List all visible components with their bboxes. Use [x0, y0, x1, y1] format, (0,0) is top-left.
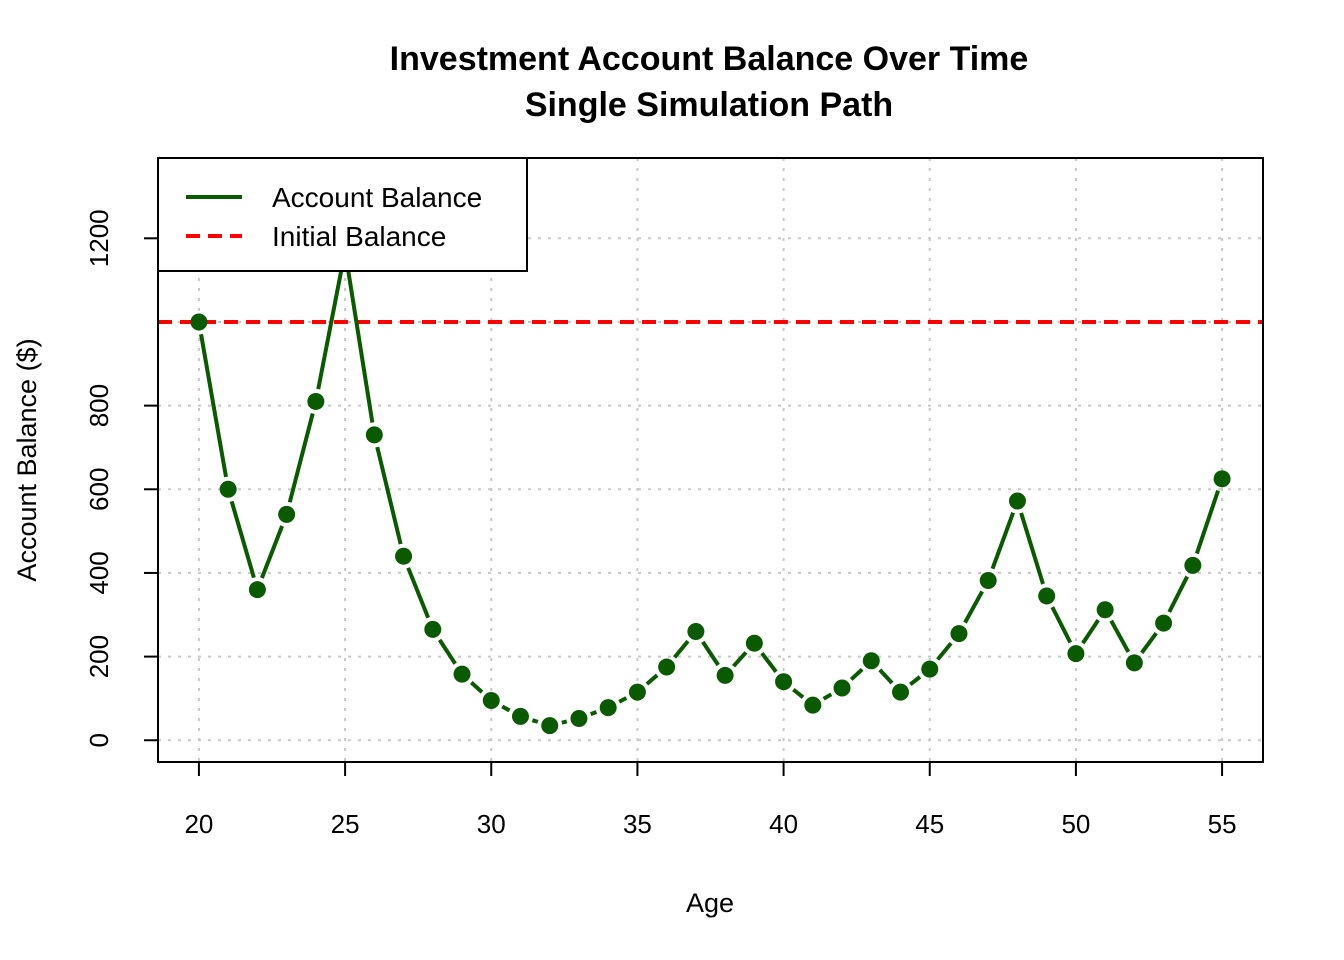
series-segment: [822, 692, 833, 701]
chart-subtitle: Single Simulation Path: [525, 86, 893, 124]
y-axis: 0 200 400 600 800 1200: [84, 209, 159, 747]
series-segment: [1167, 575, 1189, 613]
data-point: [628, 683, 646, 701]
data-point: [833, 679, 851, 697]
series-segment: [1140, 632, 1158, 654]
series-segment: [936, 641, 953, 661]
series-segment: [849, 667, 864, 681]
data-point: [1008, 492, 1026, 510]
data-point: [979, 571, 997, 589]
data-point: [395, 547, 413, 565]
x-tick-label: 30: [477, 809, 506, 839]
y-tick-label: 0: [84, 733, 114, 747]
data-point: [1155, 614, 1173, 632]
data-point: [599, 699, 617, 717]
data-point: [307, 392, 325, 410]
x-tick-label: 20: [184, 809, 213, 839]
data-point: [921, 660, 939, 678]
x-tick-label: 35: [623, 809, 652, 839]
data-point: [892, 683, 910, 701]
series-segment: [561, 719, 568, 725]
data-point: [453, 665, 471, 683]
series-segment: [1194, 490, 1220, 555]
data-series: [190, 242, 1231, 735]
series-segment: [1019, 512, 1045, 585]
data-point: [248, 581, 266, 599]
series-segment: [1109, 619, 1131, 653]
data-point: [775, 673, 793, 691]
y-axis-label: Account Balance ($): [12, 338, 42, 581]
data-point: [190, 313, 208, 331]
series-segment: [792, 687, 805, 699]
series-segment: [760, 651, 778, 673]
series-segment: [469, 681, 484, 694]
series-segment: [406, 567, 431, 619]
x-tick-label: 45: [915, 809, 944, 839]
data-point: [1038, 587, 1056, 605]
series-segment: [531, 718, 539, 724]
data-point: [1096, 601, 1114, 619]
series-segment: [589, 710, 598, 717]
x-tick-label: 55: [1208, 809, 1237, 839]
y-tick-label: 800: [84, 384, 114, 427]
series-segment: [1081, 619, 1100, 645]
series-segment: [909, 675, 922, 686]
data-point: [1213, 470, 1231, 488]
y-tick-label: 400: [84, 551, 114, 594]
legend-label-initial-balance: Initial Balance: [272, 221, 446, 252]
series-segment: [199, 333, 228, 478]
series-segment: [963, 590, 984, 624]
series-segment: [701, 640, 720, 667]
series-segment: [878, 668, 894, 685]
data-point: [687, 622, 705, 640]
x-tick-label: 50: [1061, 809, 1090, 839]
data-point: [745, 634, 763, 652]
series-segment: [375, 446, 403, 545]
x-axis-label: Age: [686, 888, 734, 918]
series-segment: [732, 651, 748, 668]
series-segment: [287, 413, 315, 503]
series-segment: [618, 696, 628, 704]
data-point: [511, 707, 529, 725]
data-point: [541, 717, 559, 735]
chart-title: Investment Account Balance Over Time: [390, 40, 1029, 78]
data-point: [482, 692, 500, 710]
data-point: [950, 625, 968, 643]
legend-box: [157, 157, 528, 272]
data-point: [365, 426, 383, 444]
data-point: [570, 709, 588, 727]
series-segment: [345, 262, 375, 423]
series-segment: [501, 704, 511, 713]
x-axis: 20 25 30 35 40 45 50 55: [184, 761, 1237, 839]
x-tick-label: 40: [769, 809, 798, 839]
data-point: [278, 505, 296, 523]
series-segment: [645, 673, 659, 686]
y-tick-label: 600: [84, 468, 114, 511]
series-segment: [316, 262, 345, 390]
series-segment: [990, 512, 1016, 570]
data-point: [219, 480, 237, 498]
data-point: [804, 696, 822, 714]
y-tick-label: 200: [84, 635, 114, 678]
y-tick-label: 1200: [84, 209, 114, 267]
series-segment: [260, 525, 284, 579]
data-point: [424, 620, 442, 638]
data-point: [1067, 645, 1085, 663]
x-tick-label: 25: [331, 809, 360, 839]
data-point: [658, 658, 676, 676]
series-segment: [229, 500, 256, 579]
data-point: [716, 666, 734, 684]
series-segment: [673, 639, 690, 659]
legend-label-account-balance: Account Balance: [272, 182, 482, 213]
data-point: [862, 652, 880, 670]
series-segment: [437, 638, 457, 665]
data-point: [1125, 654, 1143, 672]
data-point: [1184, 556, 1202, 574]
series-segment: [1050, 606, 1073, 644]
legend: Account Balance Initial Balance: [157, 157, 528, 272]
